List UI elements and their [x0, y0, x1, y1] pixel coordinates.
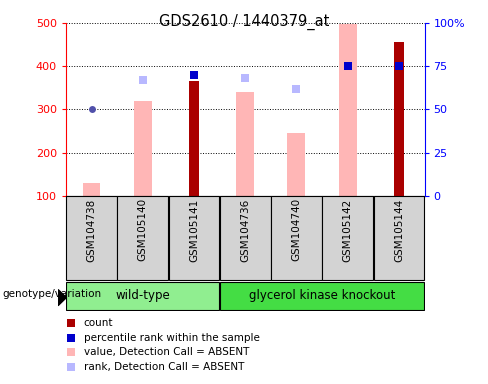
- FancyBboxPatch shape: [220, 196, 270, 280]
- Text: count: count: [84, 318, 113, 328]
- FancyBboxPatch shape: [220, 282, 424, 310]
- Bar: [189, 81, 199, 196]
- Text: GSM105144: GSM105144: [394, 199, 404, 262]
- Text: GSM104736: GSM104736: [240, 199, 250, 262]
- Text: GSM104738: GSM104738: [86, 199, 97, 262]
- FancyBboxPatch shape: [323, 196, 373, 280]
- Text: value, Detection Call = ABSENT: value, Detection Call = ABSENT: [84, 348, 249, 358]
- Text: GSM105142: GSM105142: [343, 199, 353, 262]
- Bar: [236, 92, 254, 196]
- Text: glycerol kinase knockout: glycerol kinase knockout: [249, 288, 395, 301]
- FancyBboxPatch shape: [66, 196, 117, 280]
- FancyBboxPatch shape: [169, 196, 219, 280]
- FancyBboxPatch shape: [118, 196, 168, 280]
- Bar: [394, 43, 404, 196]
- Bar: [134, 101, 152, 196]
- Bar: [287, 133, 305, 196]
- FancyBboxPatch shape: [66, 282, 219, 310]
- Bar: [339, 24, 357, 196]
- Text: GSM104740: GSM104740: [291, 199, 302, 262]
- FancyBboxPatch shape: [271, 196, 322, 280]
- Polygon shape: [58, 290, 66, 306]
- Text: genotype/variation: genotype/variation: [2, 289, 102, 299]
- Text: percentile rank within the sample: percentile rank within the sample: [84, 333, 260, 343]
- Text: wild-type: wild-type: [115, 288, 170, 301]
- FancyBboxPatch shape: [374, 196, 424, 280]
- Bar: [82, 183, 101, 196]
- Text: GDS2610 / 1440379_at: GDS2610 / 1440379_at: [159, 13, 329, 30]
- Text: GSM105141: GSM105141: [189, 199, 199, 262]
- Text: rank, Detection Call = ABSENT: rank, Detection Call = ABSENT: [84, 362, 244, 372]
- Text: GSM105140: GSM105140: [138, 199, 148, 262]
